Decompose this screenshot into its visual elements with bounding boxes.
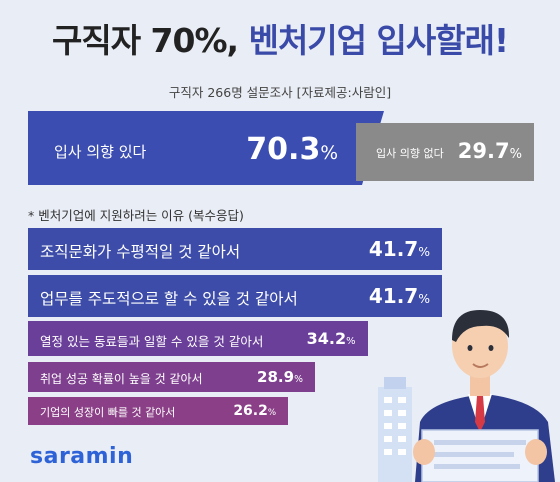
reason-bar-label: 취업 성공 확률이 높을 것 같아서 [40, 371, 203, 386]
reason-note: * 벤처기업에 지원하려는 이유 (복수응답) [28, 208, 244, 223]
saramin-logo: saramin [30, 444, 134, 469]
reason-bar-value: 41.7% [368, 237, 430, 261]
reason-bar: 열정 있는 동료들과 일할 수 있을 것 같아서 34.2% [28, 321, 368, 356]
reason-bar-value: 26.2% [233, 402, 277, 419]
document-illustration [413, 429, 547, 482]
split-label-yes: 입사 의향 있다 [54, 143, 147, 161]
subtitle: 구직자 266명 설문조사 [자료제공:사람인] [168, 85, 392, 100]
reason-bar-label: 업무를 주도적으로 할 수 있을 것 같아서 [40, 289, 298, 308]
split-bar-yes: 입사 의향 있다 70.3% [28, 111, 384, 185]
reason-bar: 기업의 성장이 빠를 것 같아서 26.2% [28, 397, 289, 425]
title-part1: 구직자 70%, [51, 21, 239, 60]
illustration [378, 310, 555, 482]
reason-bar: 취업 성공 확률이 높을 것 같아서 28.9% [28, 362, 315, 392]
split-label-no: 입사 의향 없다 [376, 147, 444, 160]
page-title: 구직자 70%, 벤처기업 입사할래! [0, 14, 560, 62]
reason-bar-label: 열정 있는 동료들과 일할 수 있을 것 같아서 [40, 334, 264, 349]
reason-bar-label: 조직문화가 수평적일 것 같아서 [40, 242, 241, 261]
split-value-yes: 70.3% [246, 132, 338, 167]
reason-bar: 업무를 주도적으로 할 수 있을 것 같아서 41.7% [28, 275, 442, 317]
reason-bar: 조직문화가 수평적일 것 같아서 41.7% [28, 228, 442, 270]
reason-bar-value: 28.9% [257, 368, 303, 386]
reason-bar-value: 34.2% [306, 328, 356, 348]
building-illustration [378, 377, 412, 482]
title-part2: 벤처기업 입사할래! [248, 21, 509, 60]
reason-bar-value: 41.7% [368, 284, 430, 308]
split-value-no: 29.7% [457, 139, 522, 163]
split-bar-no: 입사 의향 없다 29.7% [356, 123, 534, 181]
reason-bar-label: 기업의 성장이 빠를 것 같아서 [40, 406, 176, 420]
